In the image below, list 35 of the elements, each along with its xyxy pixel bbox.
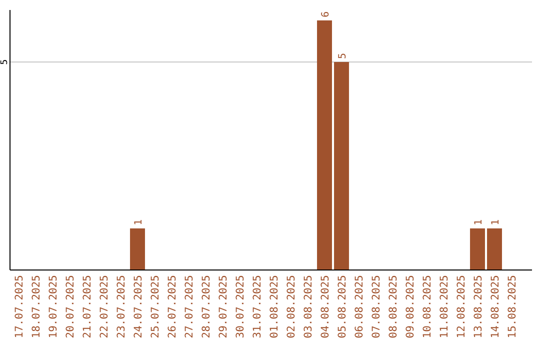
x-tick-label: 21.07.2025 <box>82 275 94 338</box>
data-label: 1 <box>490 219 502 226</box>
x-tick-label: 26.07.2025 <box>166 275 178 338</box>
x-tick-label: 13.08.2025 <box>472 275 484 338</box>
x-tick-label: 29.07.2025 <box>218 275 230 338</box>
data-label: 1 <box>474 219 484 226</box>
x-tick-label: 11.08.2025 <box>438 275 450 338</box>
x-tick-label: 17.07.2025 <box>14 275 26 338</box>
x-tick-label: 18.07.2025 <box>30 275 42 338</box>
x-tick-label: 08.08.2025 <box>388 275 400 338</box>
x-tick-label: 07.08.2025 <box>370 275 382 338</box>
x-tick-label: 25.07.2025 <box>150 275 162 338</box>
data-label: 5 <box>338 52 348 59</box>
x-tick-label: 12.08.2025 <box>456 275 468 338</box>
data-label: 6 <box>320 11 332 18</box>
x-tick-label: 28.07.2025 <box>200 275 212 338</box>
x-tick-label: 09.08.2025 <box>404 275 416 338</box>
x-tick-label: 10.08.2025 <box>422 275 434 338</box>
x-tick-label: 02.08.2025 <box>286 275 298 338</box>
x-tick-label: 22.07.2025 <box>98 275 110 338</box>
data-label: 1 <box>134 219 144 226</box>
x-tick-label: 15.08.2025 <box>506 275 518 338</box>
x-tick-label: 30.07.2025 <box>234 275 246 338</box>
x-tick-label: 19.07.2025 <box>48 275 60 338</box>
x-tick-label: 23.07.2025 <box>116 275 128 338</box>
x-tick-label: 31.07.2025 <box>252 275 264 338</box>
x-tick-label: 04.08.2025 <box>320 275 332 338</box>
x-tick-label: 20.07.2025 <box>64 275 76 338</box>
x-tick-label: 14.08.2025 <box>490 275 502 338</box>
x-tick-label: 06.08.2025 <box>354 275 366 338</box>
x-tick-label: 05.08.2025 <box>336 275 348 338</box>
x-tick-label: 27.07.2025 <box>184 275 196 338</box>
x-tick-label: 01.08.2025 <box>268 275 280 338</box>
x-tick-label: 24.07.2025 <box>132 275 144 338</box>
x-tick-label: 03.08.2025 <box>302 275 314 338</box>
